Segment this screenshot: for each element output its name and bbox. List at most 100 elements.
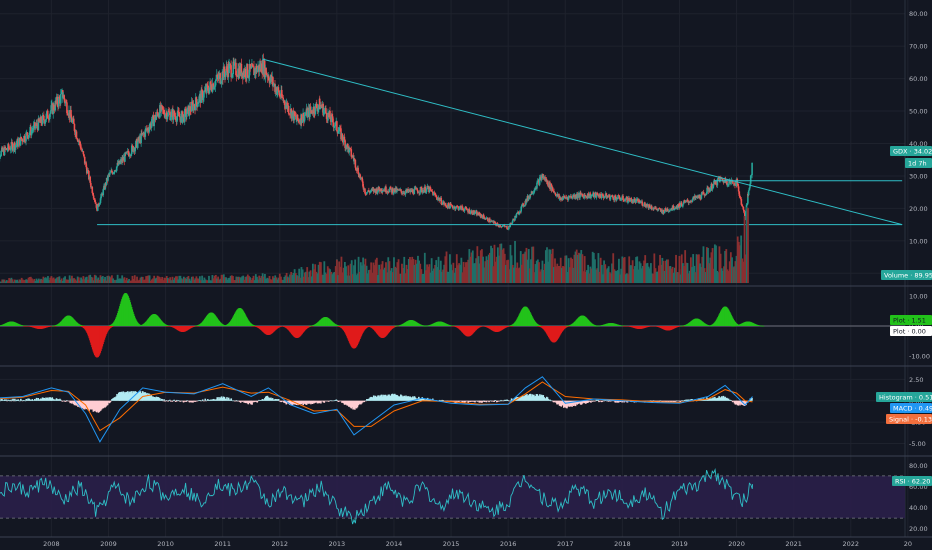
volume-bar bbox=[439, 260, 442, 283]
volume-bar bbox=[483, 267, 486, 283]
candle-body bbox=[70, 110, 72, 118]
volume-bar bbox=[225, 277, 228, 283]
candle-body bbox=[350, 149, 353, 157]
volume-bar bbox=[119, 278, 121, 283]
macd-histogram-bar bbox=[317, 400, 320, 404]
candle-body bbox=[684, 200, 687, 203]
macd-histogram-bar bbox=[210, 399, 213, 401]
candle-body bbox=[392, 188, 394, 194]
volume-bar bbox=[221, 276, 224, 283]
macd-histogram-bar bbox=[20, 398, 22, 401]
macd-histogram-bar bbox=[94, 400, 96, 411]
candle-body bbox=[105, 177, 108, 185]
candle-body bbox=[186, 113, 188, 117]
candle-body bbox=[50, 105, 52, 112]
volume-bar bbox=[576, 254, 579, 283]
volume-bar bbox=[501, 249, 504, 283]
candle-body bbox=[655, 207, 657, 209]
volume-bar bbox=[462, 261, 465, 283]
macd-histogram-bar bbox=[402, 396, 405, 401]
volume-bar bbox=[474, 263, 476, 283]
macd-histogram-bar bbox=[350, 400, 353, 409]
macd-histogram-bar bbox=[199, 399, 201, 401]
volume-bar bbox=[389, 270, 392, 283]
candle-body bbox=[207, 85, 209, 91]
candle-body bbox=[416, 190, 419, 193]
plot-oscillator-pane[interactable] bbox=[0, 293, 905, 358]
volume-bar bbox=[729, 252, 732, 283]
macd-pane[interactable] bbox=[0, 376, 753, 443]
macd-histogram-bar bbox=[480, 400, 483, 403]
macd-histogram-bar bbox=[99, 400, 102, 411]
volume-bar bbox=[603, 260, 605, 283]
candle-body bbox=[180, 113, 182, 123]
macd-histogram-bar bbox=[281, 400, 283, 402]
macd-histogram-bar bbox=[285, 400, 288, 405]
volume-bar bbox=[88, 275, 90, 283]
macd-histogram-bar bbox=[122, 391, 125, 401]
macd-histogram-bar bbox=[217, 399, 219, 401]
trendlines[interactable] bbox=[97, 58, 903, 226]
candle-body bbox=[42, 115, 44, 117]
candle-body bbox=[396, 188, 399, 190]
volume-bar bbox=[433, 268, 435, 283]
candle-body bbox=[482, 214, 485, 218]
macd-histogram-bar bbox=[495, 400, 498, 403]
macd-histogram-bar bbox=[562, 400, 564, 406]
macd-histogram-bar bbox=[176, 400, 179, 402]
macd-histogram-bar bbox=[561, 400, 563, 406]
macd-histogram-bar bbox=[388, 394, 390, 401]
volume-bar bbox=[309, 270, 312, 283]
candle-body bbox=[213, 86, 216, 88]
candle-body bbox=[722, 178, 724, 182]
candle-body bbox=[597, 194, 600, 197]
macd-histogram-bar bbox=[439, 400, 442, 401]
macd-histogram-bar bbox=[348, 400, 350, 407]
candle-body bbox=[613, 196, 616, 201]
macd-histogram-bar bbox=[382, 394, 384, 401]
volume-bar bbox=[16, 279, 19, 283]
volume-bar bbox=[21, 279, 24, 283]
macd-histogram-bar bbox=[29, 400, 32, 402]
macd-histogram-bar bbox=[236, 400, 239, 402]
candle-body bbox=[723, 180, 726, 183]
volume-bar bbox=[610, 273, 612, 283]
macd-histogram-bar bbox=[541, 395, 544, 401]
candle-body bbox=[516, 212, 518, 214]
candle-body bbox=[354, 159, 357, 168]
macd-histogram-bar bbox=[517, 398, 520, 401]
candle-body bbox=[716, 179, 719, 186]
candle-body bbox=[66, 113, 69, 116]
candle-body bbox=[400, 191, 403, 194]
volume-bar bbox=[97, 277, 100, 283]
macd-histogram-bar bbox=[113, 397, 116, 401]
volume-bar bbox=[393, 272, 395, 283]
volume-bar bbox=[692, 254, 695, 283]
candle-body bbox=[125, 151, 128, 154]
candle-body bbox=[595, 192, 598, 198]
volume-bar bbox=[605, 269, 608, 283]
volume-bar bbox=[510, 255, 513, 283]
macd-histogram-bar bbox=[33, 400, 35, 401]
candle-body bbox=[153, 119, 155, 127]
candle-body bbox=[160, 105, 163, 112]
macd-histogram-bar bbox=[3, 399, 6, 401]
macd-histogram-bar bbox=[323, 400, 326, 403]
volume-bar bbox=[461, 272, 464, 283]
candle-body bbox=[556, 194, 558, 197]
macd-histogram-bar bbox=[543, 397, 545, 401]
macd-histogram-bar bbox=[158, 397, 160, 401]
candle-body bbox=[653, 208, 655, 210]
candle-body bbox=[487, 217, 489, 222]
volume-bar bbox=[627, 274, 629, 283]
trendline bbox=[262, 58, 903, 226]
candle-body bbox=[100, 193, 102, 199]
candle-body bbox=[115, 166, 118, 171]
candle-body bbox=[113, 170, 116, 173]
macd-histogram-bar bbox=[282, 400, 285, 403]
candle-body bbox=[657, 209, 659, 210]
price-pane[interactable] bbox=[0, 53, 903, 283]
volume-bar bbox=[120, 278, 122, 283]
macd-histogram-bar bbox=[585, 400, 588, 404]
